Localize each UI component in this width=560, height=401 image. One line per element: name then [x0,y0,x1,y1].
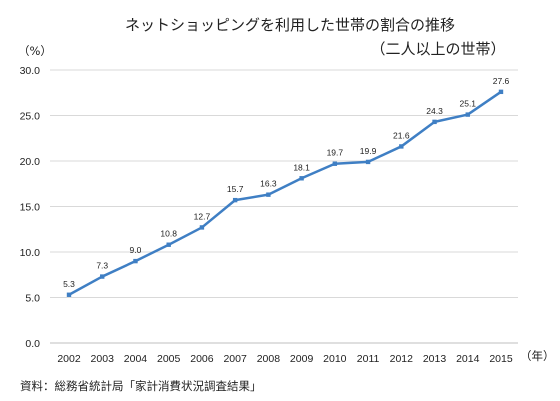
data-label: 25.1 [459,99,476,109]
source-note: 資料：総務省統計局「家計消費状況調査結果」 [20,379,262,393]
data-point [199,225,205,230]
x-tick-label: 2002 [57,353,81,365]
data-point [133,258,138,264]
chart-title: ネットショッピングを利用した世帯の割合の推移 [124,16,455,34]
x-tick-label: 2010 [323,353,347,365]
data-label: 21.6 [393,130,410,140]
data-point [166,242,171,247]
y-tick-label: 10.0 [20,247,41,259]
data-point [399,144,404,149]
data-point [498,89,504,95]
x-tick-label: 2014 [456,353,480,365]
y-axis-unit-label: （%） [18,44,52,58]
y-tick-label: 20.0 [20,156,41,168]
data-label: 24.3 [426,106,443,116]
data-label: 12.7 [194,211,211,221]
data-label: 19.9 [360,146,377,156]
y-tick-label: 0.0 [25,338,40,350]
x-tick-label: 2015 [489,353,513,365]
series-line [68,90,502,296]
chart-subtitle: （二人以上の世帯） [370,40,506,58]
data-point [332,161,338,166]
x-tick-label: 2004 [124,353,148,365]
data-point [299,176,304,181]
data-point [465,112,470,117]
x-tick-label: 2009 [290,353,314,365]
data-point [66,292,72,297]
data-point [365,159,371,165]
data-point [232,197,238,203]
x-axis-unit-label: （年） [520,349,555,363]
x-tick-label: 2007 [223,353,247,365]
data-label: 7.3 [96,261,108,271]
data-label: 9.0 [130,245,142,255]
x-tick-label: 2006 [190,353,214,365]
data-point [100,274,105,279]
data-label: 15.7 [227,184,244,194]
data-label: 18.1 [293,162,310,172]
x-tick-label: 2013 [423,353,447,365]
y-tick-label: 15.0 [20,202,41,214]
data-label: 27.6 [493,76,510,86]
x-tick-label: 2005 [157,353,181,365]
x-tick-label: 2011 [357,353,380,365]
x-tick-label: 2012 [390,353,414,365]
data-point [432,119,437,125]
data-label: 19.7 [327,148,344,158]
data-label: 10.8 [160,229,177,239]
y-tick-label: 25.0 [20,111,41,123]
x-tick-label: 2003 [91,353,115,365]
data-point [266,192,271,197]
data-label: 5.3 [63,279,75,289]
y-tick-label: 5.0 [25,293,40,305]
data-label: 16.3 [260,179,277,189]
x-tick-label: 2008 [257,353,281,365]
y-tick-label: 30.0 [20,65,41,77]
